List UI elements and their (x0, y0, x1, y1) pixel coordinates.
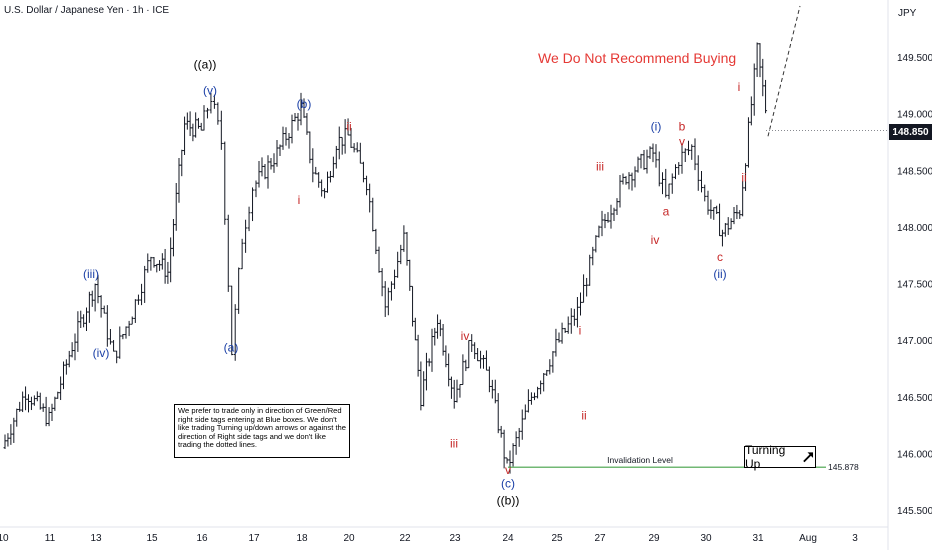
x-tick-label: 13 (90, 533, 102, 544)
wave-label: (c) (501, 476, 515, 490)
wave-label: ((a)) (194, 57, 217, 71)
x-tick-label: 31 (752, 533, 764, 544)
wave-label: a (663, 205, 670, 219)
projection-dashed-line (767, 5, 801, 137)
wave-label: iii (450, 437, 458, 451)
arrow-up-right-icon (803, 452, 814, 463)
wave-label: i (298, 193, 301, 207)
y-tick-label: 148.000 (897, 223, 932, 234)
wave-label: ii (741, 171, 746, 185)
last-price-badge[interactable]: 148.850 (889, 124, 932, 140)
chart-overlays: Invalidation Level 145.878 (508, 5, 888, 472)
wave-labels: ((a))(v)(iii)(iv) (a)(b)iiiiviiiv(c)((b))… (83, 57, 747, 507)
wave-label: (a) (224, 340, 239, 354)
wave-label: v (679, 134, 685, 148)
wave-label: iv (651, 233, 660, 247)
x-tick-label: 15 (146, 533, 158, 544)
x-tick-label: 24 (502, 533, 514, 544)
y-tick-label: 148.500 (897, 166, 932, 177)
turning-up-box: Turning Up (744, 443, 816, 471)
x-tick-label: 23 (449, 533, 461, 544)
turning-up-label: Turning Up (745, 443, 786, 471)
trading-note-box: We prefer to trade only in direction of … (174, 404, 350, 458)
x-tick-label: Aug (799, 533, 817, 544)
x-tick-label: 16 (196, 533, 208, 544)
invalidation-value: 145.878 (828, 462, 859, 472)
y-tick-label: 145.500 (897, 506, 932, 517)
wave-label: v (505, 463, 511, 477)
x-tick-label: 22 (399, 533, 411, 544)
y-tick-label: 149.000 (897, 110, 932, 121)
x-tick-label: 29 (648, 533, 660, 544)
x-tick-label: 25 (551, 533, 563, 544)
x-tick-label: 17 (248, 533, 260, 544)
wave-label: (iv) (93, 346, 110, 360)
wave-label: ii (346, 120, 351, 134)
wave-label: b (679, 120, 686, 134)
x-tick-label: 20 (343, 533, 355, 544)
wave-label: (iii) (83, 267, 99, 281)
wave-label: c (717, 250, 723, 264)
wave-label: iii (596, 159, 604, 173)
x-tick-label: 18 (296, 533, 308, 544)
y-tick-label: 146.000 (897, 449, 932, 460)
time-axis[interactable]: 10 11 13 15 16 17 18 20 22 23 24 25 27 29 30 31 Aug 3 (0, 533, 858, 544)
currency-label: JPY (898, 8, 917, 19)
wave-label: (ii) (713, 267, 726, 281)
wave-label: iv (461, 329, 470, 343)
warning-text: We Do Not Recommend Buying (538, 50, 737, 66)
y-tick-label: 146.500 (897, 393, 932, 404)
x-tick-label: 27 (594, 533, 606, 544)
x-tick-label: 10 (0, 533, 9, 544)
wave-label: ii (581, 408, 586, 422)
trading-note-text: We prefer to trade only in direction of … (178, 406, 347, 450)
wave-label: i (579, 323, 582, 337)
wave-label: (b) (297, 97, 312, 111)
ohlc-bars (3, 42, 768, 474)
y-tick-label: 147.000 (897, 336, 932, 347)
wave-label: (i) (651, 120, 662, 134)
wave-label: ((b)) (497, 493, 520, 507)
wave-label: (v) (203, 83, 217, 97)
x-tick-label: 11 (45, 533, 56, 544)
y-tick-label: 147.500 (897, 280, 932, 291)
y-tick-label: 149.500 (897, 53, 932, 64)
x-tick-label: 30 (700, 533, 712, 544)
invalidation-label: Invalidation Level (607, 455, 673, 465)
chart-title: U.S. Dollar / Japanese Yen · 1h · ICE (4, 5, 169, 16)
price-axis[interactable]: 149.500 149.000 148.500 148.000 147.500 147.0… (897, 53, 932, 517)
x-tick-label: 3 (852, 533, 858, 544)
wave-label: i (738, 80, 741, 94)
